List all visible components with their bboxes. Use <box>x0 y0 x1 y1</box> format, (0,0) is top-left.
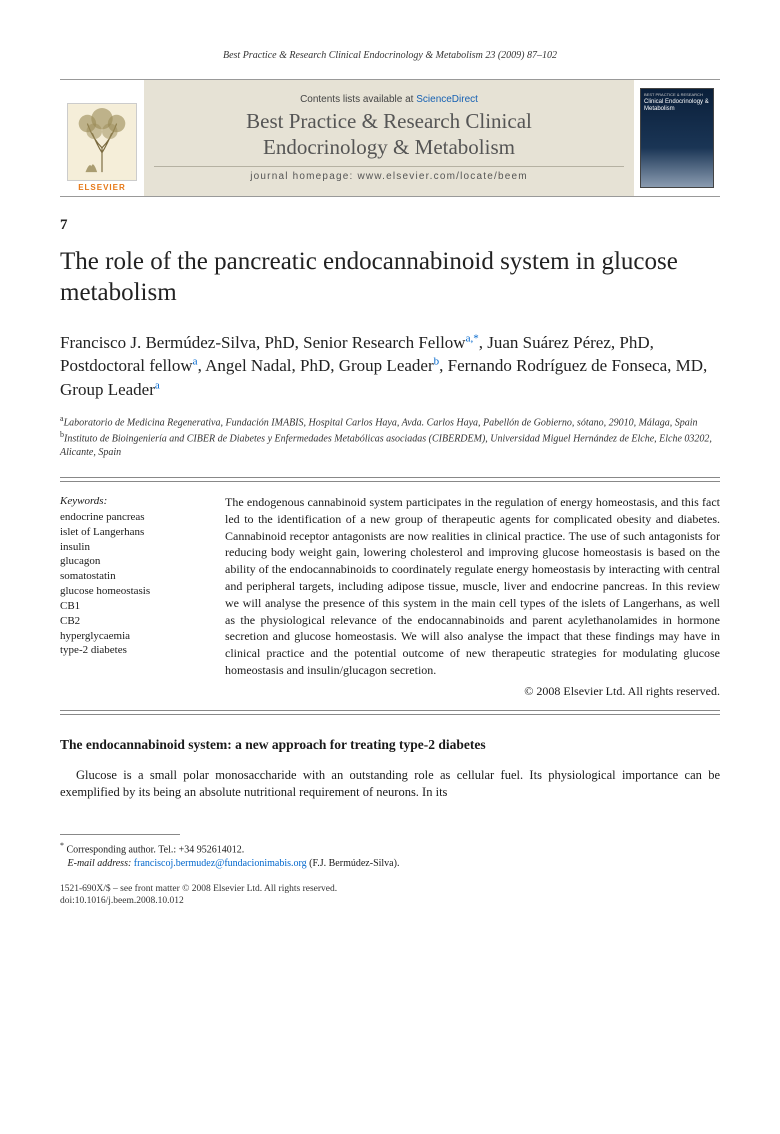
corresponding-label: Corresponding author. Tel.: <box>67 844 179 855</box>
article-number: 7 <box>60 217 720 234</box>
keyword-item: hyperglycaemia <box>60 629 205 644</box>
author-1-credentials: , PhD, Senior Research Fellow <box>256 333 466 352</box>
keyword-item: glucagon <box>60 554 205 569</box>
journal-cover-thumbnail: BEST PRACTICE & RESEARCH Clinical Endocr… <box>640 88 714 188</box>
publisher-logo-block: ELSEVIER <box>60 80 144 196</box>
author-2-name: Juan Suárez Pérez <box>487 333 611 352</box>
author-4-name: Fernando Rodríguez de Fonseca <box>448 356 668 375</box>
banner-center: Contents lists available at ScienceDirec… <box>144 80 634 196</box>
abstract-column: The endogenous cannabinoid system partic… <box>225 494 720 700</box>
keyword-item: somatostatin <box>60 569 205 584</box>
homepage-label: journal homepage: <box>250 171 357 182</box>
affiliation-b: bInstituto de Bioingeniería and CIBER de… <box>60 430 720 459</box>
homepage-url[interactable]: www.elsevier.com/locate/beem <box>357 171 527 182</box>
keyword-item: type-2 diabetes <box>60 643 205 658</box>
footnote-rule <box>60 834 180 835</box>
keywords-column: Keywords: endocrine pancreas islet of La… <box>60 494 225 700</box>
affiliation-list: aLaboratorio de Medicina Regenerativa, F… <box>60 414 720 459</box>
affiliation-a: aLaboratorio de Medicina Regenerativa, F… <box>60 414 720 430</box>
corresponding-tel: +34 952614012. <box>179 844 245 855</box>
doi-line: doi:10.1016/j.beem.2008.10.012 <box>60 895 720 907</box>
email-person: (F.J. Bermúdez-Silva). <box>307 858 400 869</box>
keywords-heading: Keywords: <box>60 494 205 509</box>
publication-info: 1521-690X/$ – see front matter © 2008 El… <box>60 883 720 908</box>
divider-rule <box>60 477 720 478</box>
affiliation-a-text: Laboratorio de Medicina Regenerativa, Fu… <box>64 417 698 428</box>
keywords-abstract-block: Keywords: endocrine pancreas islet of La… <box>60 481 720 700</box>
publisher-name: ELSEVIER <box>78 183 126 192</box>
email-footnote: E-mail address: franciscoj.bermudez@fund… <box>60 857 720 871</box>
keyword-item: insulin <box>60 540 205 555</box>
cover-thumbnail-block: BEST PRACTICE & RESEARCH Clinical Endocr… <box>634 80 720 196</box>
keyword-item: CB2 <box>60 614 205 629</box>
keyword-item: glucose homeostasis <box>60 584 205 599</box>
body-paragraph: Glucose is a small polar monosaccharide … <box>60 767 720 802</box>
author-4-affiliation-marker: a <box>155 379 160 391</box>
author-list: Francisco J. Bermúdez-Silva, PhD, Senior… <box>60 331 720 402</box>
cover-title: Clinical Endocrinology & Metabolism <box>644 99 710 112</box>
divider-rule <box>60 710 720 711</box>
contents-available: Contents lists available at ScienceDirec… <box>300 94 478 105</box>
affiliation-b-text: Instituto de Bioingeniería and CIBER de … <box>60 433 712 458</box>
issn-line: 1521-690X/$ – see front matter © 2008 El… <box>60 883 720 895</box>
elsevier-tree-icon <box>67 103 137 181</box>
journal-banner: ELSEVIER Contents lists available at Sci… <box>60 79 720 197</box>
cover-series: BEST PRACTICE & RESEARCH <box>644 92 710 97</box>
keyword-item: islet of Langerhans <box>60 525 205 540</box>
author-1-name: Francisco J. Bermúdez-Silva <box>60 333 256 352</box>
keyword-item: CB1 <box>60 599 205 614</box>
keyword-item: endocrine pancreas <box>60 510 205 525</box>
running-head: Best Practice & Research Clinical Endocr… <box>60 50 720 61</box>
footnote-marker: * <box>60 841 64 850</box>
sciencedirect-link[interactable]: ScienceDirect <box>416 94 478 105</box>
author-2-affiliation-marker: a <box>193 356 198 368</box>
abstract-copyright: © 2008 Elsevier Ltd. All rights reserved… <box>225 683 720 700</box>
abstract-text: The endogenous cannabinoid system partic… <box>225 494 720 679</box>
author-3-affiliation-marker: b <box>434 356 440 368</box>
corresponding-author-footnote: * Corresponding author. Tel.: +34 952614… <box>60 840 720 857</box>
article-title: The role of the pancreatic endocannabino… <box>60 246 720 309</box>
journal-homepage: journal homepage: www.elsevier.com/locat… <box>154 166 624 182</box>
section-heading: The endocannabinoid system: a new approa… <box>60 737 720 753</box>
author-3-credentials: , PhD, Group Leader <box>292 356 434 375</box>
author-1-corresponding-marker: * <box>473 332 479 344</box>
divider-rule <box>60 714 720 715</box>
journal-name-line1: Best Practice & Research Clinical <box>246 109 532 133</box>
journal-name-line2: Endocrinology & Metabolism <box>263 135 515 159</box>
corresponding-email[interactable]: franciscoj.bermudez@fundacionimabis.org <box>134 858 307 869</box>
author-3-name: Angel Nadal <box>205 356 291 375</box>
journal-name: Best Practice & Research Clinical Endocr… <box>246 109 532 159</box>
email-label: E-mail address: <box>68 858 132 869</box>
contents-prefix: Contents lists available at <box>300 94 416 105</box>
